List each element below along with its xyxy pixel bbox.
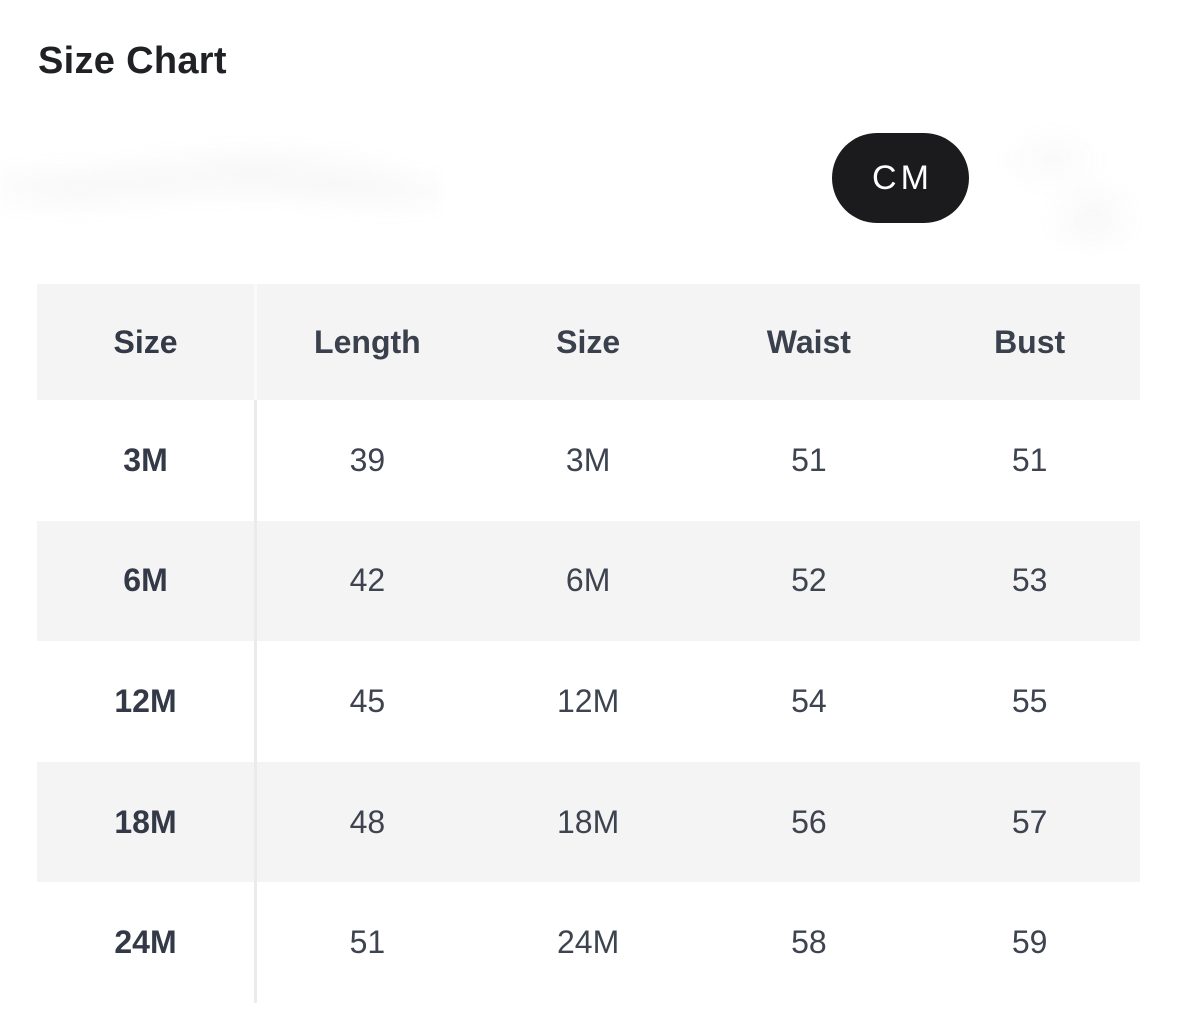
cell-length: 39 (349, 441, 386, 478)
header-cell-bust: Bust (994, 323, 1066, 360)
table-row-24m: 24M 51 24M 58 59 (37, 882, 1140, 1003)
cell-size-label: 12M (37, 641, 257, 762)
cell-bust: 57 (1011, 803, 1048, 840)
cell-bust: 59 (1011, 924, 1048, 961)
cell-size: 3M (565, 441, 611, 478)
cell-size-label: 24M (37, 882, 257, 1003)
cell-size-label: 6M (37, 520, 257, 642)
header-cell-size-2: Size (556, 323, 621, 360)
table-row-12m: 12M 45 12M 54 55 (37, 641, 1140, 762)
cell-waist: 56 (791, 803, 827, 840)
cell-size: 24M (557, 924, 620, 961)
cell-waist: 51 (791, 441, 827, 478)
cell-length: 51 (349, 924, 386, 961)
header-cell-length: Length (314, 323, 421, 360)
ghost-watermark-right (985, 120, 1150, 250)
table-header-row: Size Length Size Waist Bust (37, 284, 1140, 400)
cell-size-label: 18M (37, 761, 257, 883)
table-row-3m: 3M 39 3M 51 51 (37, 400, 1140, 521)
cell-bust: 51 (1011, 441, 1048, 478)
unit-toggle-cm-button[interactable]: CM (832, 133, 969, 223)
page-title: Size Chart (38, 40, 227, 82)
cell-bust: 53 (1011, 562, 1048, 599)
table-row-18m: 18M 48 18M 56 57 (37, 761, 1140, 883)
size-chart-table: Size Length Size Waist Bust 3M 39 3M 51 … (37, 284, 1140, 1003)
cell-waist: 58 (791, 924, 827, 961)
cell-size: 18M (557, 803, 620, 840)
cell-size-label: 3M (37, 400, 257, 521)
cell-length: 45 (349, 682, 386, 719)
cell-length: 42 (349, 562, 386, 599)
header-cell-waist: Waist (766, 323, 851, 360)
cell-size: 12M (557, 682, 620, 719)
header-cell-size: Size (37, 284, 257, 400)
cell-length: 48 (349, 803, 386, 840)
table-row-6m: 6M 42 6M 52 53 (37, 520, 1140, 642)
cell-bust: 55 (1011, 682, 1048, 719)
cell-waist: 54 (791, 682, 827, 719)
ghost-watermark-left (0, 138, 440, 228)
cell-waist: 52 (791, 562, 827, 599)
cell-size: 6M (565, 562, 611, 599)
